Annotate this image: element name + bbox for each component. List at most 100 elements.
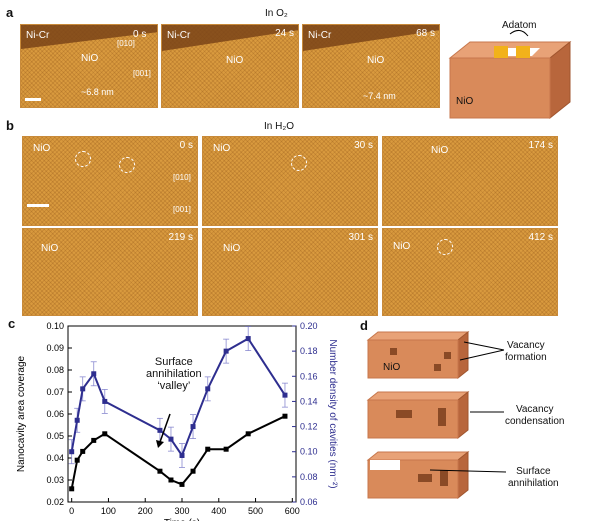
panel-d-arrows — [429, 341, 507, 473]
right-tick-label: 0.10 — [300, 447, 318, 457]
right-tick-label: 0.18 — [300, 346, 318, 356]
vacancy-formation-schematic — [366, 330, 470, 380]
label-nio: NiO — [213, 143, 231, 154]
label-nicr: Ni-Cr — [26, 30, 50, 41]
panel-b-label: b — [6, 118, 14, 133]
step-line: Surface — [516, 466, 551, 477]
frame-time: 412 s — [528, 232, 553, 243]
frame-time: 30 s — [354, 140, 373, 151]
tem-frame-b2: NiO 174 s — [382, 136, 558, 226]
left-tick-label: 0.04 — [46, 453, 64, 463]
panel-a-condition: In O₂ — [265, 8, 288, 19]
step-line: Vacancy — [515, 404, 554, 415]
x-tick-label: 600 — [285, 506, 300, 516]
cavity-circle — [291, 155, 307, 171]
label-nio: NiO — [223, 243, 241, 254]
frame-time: 24 s — [275, 28, 294, 39]
tem-frame-a0: Ni-Cr NiO 0 s [010] [001] ~6.8 nm — [20, 24, 158, 108]
x-tick-label: 300 — [174, 506, 189, 516]
annotation-line: annihilation — [146, 368, 202, 380]
data-point-right — [179, 452, 185, 458]
annotation-line: ‘valley’ — [157, 380, 191, 392]
data-point-left — [91, 437, 97, 443]
schematic-nio-label: NiO — [456, 96, 474, 107]
data-point-right — [102, 398, 108, 404]
label-nio: NiO — [367, 55, 385, 66]
data-point-left — [190, 468, 196, 474]
panel-b-condition: In H₂O — [264, 121, 294, 132]
scale-bar — [27, 204, 49, 207]
step-surface-annihilation: Surface annihilation — [508, 466, 559, 490]
cavity-circle — [119, 157, 135, 173]
measure-label: ~6.8 nm — [81, 87, 114, 97]
x-tick-label: 100 — [101, 506, 116, 516]
x-tick-label: 500 — [248, 506, 263, 516]
x-tick-label: 200 — [138, 506, 153, 516]
cavity-circle — [437, 239, 453, 255]
tem-frame-a2: Ni-Cr NiO 68 s ~7.4 nm — [302, 24, 440, 108]
scale-bar — [25, 98, 41, 101]
data-point-right — [223, 348, 229, 354]
valley-arrow — [159, 413, 171, 443]
data-point-right — [157, 427, 163, 433]
panel-c-label: c — [8, 316, 16, 331]
tem-frame-b1: NiO 30 s — [202, 136, 378, 226]
data-point-left — [157, 468, 163, 474]
panel-a-label: a — [6, 5, 14, 20]
data-point-left — [74, 457, 80, 463]
frame-time: 0 s — [133, 29, 147, 40]
data-point-left — [282, 413, 288, 419]
label-nicr: Ni-Cr — [167, 30, 191, 41]
x-axis-label: Time (s) — [164, 518, 200, 521]
data-point-left — [245, 431, 251, 437]
frame-time: 68 s — [416, 28, 435, 39]
frame-time: 301 s — [348, 232, 373, 243]
data-point-right — [91, 371, 97, 377]
left-tick-label: 0.03 — [46, 475, 64, 485]
frame-time: 174 s — [528, 140, 553, 151]
data-point-left — [102, 431, 108, 437]
tem-frame-b3: NiO 219 s — [22, 228, 198, 316]
right-tick-label: 0.08 — [300, 472, 318, 482]
x-tick-label: 400 — [211, 506, 226, 516]
label-nio: NiO — [431, 145, 449, 156]
data-point-left — [205, 446, 211, 452]
coverage-density-chart: 0.02 0.03 0.04 0.05 0.06 0.07 0.08 0.09 0.10 0.06… — [16, 321, 338, 521]
label-nio: NiO — [393, 241, 411, 252]
left-tick-label: 0.02 — [46, 497, 64, 507]
dir-001: [001] — [133, 69, 151, 78]
step-vacancy-formation: Vacancy formation — [505, 340, 547, 364]
right-tick-label: 0.06 — [300, 497, 318, 507]
left-tick-label: 0.09 — [46, 343, 64, 353]
y-axis-label-right: Number density of cavities (nm⁻²) — [327, 339, 338, 488]
data-point-left — [223, 446, 229, 452]
panel-d-label: d — [360, 318, 368, 333]
step-line: annihilation — [508, 478, 559, 489]
right-tick-label: 0.12 — [300, 422, 318, 432]
step-vacancy-condensation: Vacancy condensation — [505, 404, 565, 428]
right-tick-label: 0.16 — [300, 371, 318, 381]
left-tick-label: 0.06 — [46, 409, 64, 419]
plot-frame — [67, 325, 297, 503]
adatom-label: Adatom — [502, 20, 537, 31]
valley-annotation: Surface annihilation ‘valley’ — [146, 356, 202, 392]
data-point-right — [80, 386, 86, 392]
tem-frame-b4: NiO 301 s — [202, 228, 378, 316]
data-point-right — [74, 417, 80, 423]
step-line: condensation — [505, 416, 565, 427]
step-line: Vacancy — [507, 340, 545, 351]
vacancy-condensation-schematic — [366, 390, 470, 440]
tem-frame-b0: NiO 0 s [010] [001] — [22, 136, 198, 226]
right-tick-label: 0.14 — [300, 396, 318, 406]
data-point-left — [179, 481, 185, 487]
series-line-left — [70, 415, 286, 489]
label-nicr: Ni-Cr — [308, 30, 332, 41]
data-point-left — [80, 448, 86, 454]
measure-label: ~7.4 nm — [363, 91, 396, 101]
x-tick-label: 0 — [69, 506, 74, 516]
cavity-circle — [75, 151, 91, 167]
schematic-d-nio: NiO — [383, 362, 401, 373]
data-point-right — [245, 336, 251, 342]
left-tick-label: 0.10 — [46, 321, 64, 331]
label-nio: NiO — [81, 53, 99, 64]
